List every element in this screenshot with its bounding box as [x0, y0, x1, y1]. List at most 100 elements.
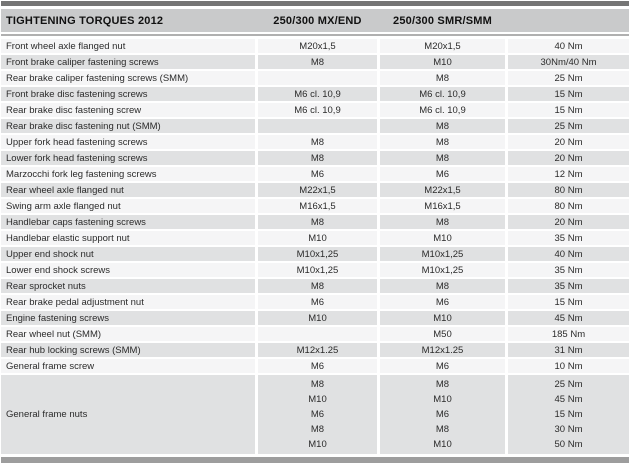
- row-label: Swing arm axle flanged nut: [1, 199, 255, 213]
- column-header-smr-smm: 250/300 SMR/SMM: [393, 14, 492, 27]
- row-value-smr-smm: M8: [380, 151, 505, 165]
- table-row: Rear brake disc fastening nut (SMM) M8 2…: [1, 119, 629, 133]
- row-value-smr-smm: M8: [380, 215, 505, 229]
- bottom-divider-bar: [1, 457, 629, 463]
- row-value-torque: 185 Nm: [508, 327, 629, 341]
- row-value-torque: 25 Nm: [508, 71, 629, 85]
- row-value-mx-end: M22x1,5: [258, 183, 377, 197]
- row-value-mx-end: M6: [258, 359, 377, 373]
- row-value-torque: 30Nm/40 Nm: [508, 55, 629, 69]
- row-value-mx-end: M10: [258, 311, 377, 325]
- row-value-torque: 15 Nm: [508, 295, 629, 309]
- group-line-value: 45 Nm: [554, 394, 583, 405]
- row-value-smr-smm: M50: [380, 327, 505, 341]
- group-line-value: M8: [310, 379, 325, 390]
- row-label: Rear brake pedal adjustment nut: [1, 295, 255, 309]
- row-value-smr-smm: M10: [380, 231, 505, 245]
- row-label: Rear hub locking screws (SMM): [1, 343, 255, 357]
- row-value-torque: 35 Nm: [508, 231, 629, 245]
- row-value-torque: 20 Nm: [508, 215, 629, 229]
- row-value-smr-smm: M8: [380, 71, 505, 85]
- row-value-smr-smm: M8: [380, 119, 505, 133]
- table-row: Lower fork head fastening screws M8 M8 2…: [1, 151, 629, 165]
- table-row: Rear wheel axle flanged nut M22x1,5 M22x…: [1, 183, 629, 197]
- group-line-value: M6: [310, 409, 325, 420]
- row-value-mx-end: M10x1,25: [258, 263, 377, 277]
- row-value-mx-end: M6 cl. 10,9: [258, 87, 377, 101]
- group-column-smr-smm: M8 M10 M6 M8 M10: [380, 375, 505, 454]
- row-value-smr-smm: M10: [380, 55, 505, 69]
- row-value-torque: 15 Nm: [508, 87, 629, 101]
- table-title: TIGHTENING TORQUES 2012: [6, 14, 164, 27]
- row-value-mx-end: M20x1,5: [258, 39, 377, 53]
- row-label: Handlebar caps fastening screws: [1, 215, 255, 229]
- table-row: Rear wheel nut (SMM) M50 185 Nm: [1, 327, 629, 341]
- table-row: Engine fastening screws M10 M10 45 Nm: [1, 311, 629, 325]
- row-value-torque: 40 Nm: [508, 247, 629, 261]
- general-frame-nuts-group: General frame nuts M8 M10 M6 M8 M10 M8 M10 M6 M…: [1, 375, 629, 454]
- row-value-torque: 35 Nm: [508, 279, 629, 293]
- row-label: Lower fork head fastening screws: [1, 151, 255, 165]
- row-value-mx-end: M6 cl. 10,9: [258, 103, 377, 117]
- row-label: Upper fork head fastening screws: [1, 135, 255, 149]
- group-line-value: M8: [435, 424, 450, 435]
- row-value-mx-end: [258, 119, 377, 133]
- group-column-torque: 25 Nm 45 Nm 15 Nm 30 Nm 50 Nm: [508, 375, 629, 454]
- table-row: Upper end shock nut M10x1,25 M10x1,25 40…: [1, 247, 629, 261]
- table-row: Front wheel axle flanged nut M20x1,5 M20…: [1, 39, 629, 53]
- row-value-smr-smm: M6 cl. 10,9: [380, 87, 505, 101]
- row-value-mx-end: M8: [258, 135, 377, 149]
- header-underline: [1, 34, 629, 36]
- table-row: Rear brake caliper fastening screws (SMM…: [1, 71, 629, 85]
- row-value-smr-smm: M10: [380, 311, 505, 325]
- table-row: Rear brake disc fastening screw M6 cl. 1…: [1, 103, 629, 117]
- row-label: Rear wheel axle flanged nut: [1, 183, 255, 197]
- row-value-smr-smm: M6 cl. 10,9: [380, 103, 505, 117]
- group-line-value: M8: [435, 379, 450, 390]
- group-line-value: M10: [308, 394, 327, 405]
- group-line-value: M10: [433, 439, 452, 450]
- row-value-torque: 15 Nm: [508, 103, 629, 117]
- row-label: General frame screw: [1, 359, 255, 373]
- row-value-torque: 80 Nm: [508, 199, 629, 213]
- table-row: Marzocchi fork leg fastening screws M6 M…: [1, 167, 629, 181]
- group-column-mx-end: M8 M10 M6 M8 M10: [258, 375, 377, 454]
- group-line-value: M10: [433, 394, 452, 405]
- row-label: Front wheel axle flanged nut: [1, 39, 255, 53]
- row-value-torque: 20 Nm: [508, 151, 629, 165]
- table-row: Swing arm axle flanged nut M16x1,5 M16x1…: [1, 199, 629, 213]
- row-value-torque: 12 Nm: [508, 167, 629, 181]
- row-value-smr-smm: M6: [380, 167, 505, 181]
- group-line-value: M8: [310, 424, 325, 435]
- table-row: Rear hub locking screws (SMM) M12x1.25 M…: [1, 343, 629, 357]
- column-header-mx-end: 250/300 MX/END: [273, 14, 362, 27]
- row-label: Marzocchi fork leg fastening screws: [1, 167, 255, 181]
- row-value-torque: 31 Nm: [508, 343, 629, 357]
- row-value-torque: 80 Nm: [508, 183, 629, 197]
- table-row: Front brake disc fastening screws M6 cl.…: [1, 87, 629, 101]
- row-label: Upper end shock nut: [1, 247, 255, 261]
- table-row: General frame screw M6 M6 10 Nm: [1, 359, 629, 373]
- row-label: Rear brake disc fastening screw: [1, 103, 255, 117]
- row-value-mx-end: M10x1,25: [258, 247, 377, 261]
- group-line-value: 50 Nm: [554, 439, 583, 450]
- row-value-mx-end: [258, 71, 377, 85]
- group-label: General frame nuts: [1, 375, 255, 454]
- table-row: Lower end shock screws M10x1,25 M10x1,25…: [1, 263, 629, 277]
- row-value-torque: 10 Nm: [508, 359, 629, 373]
- group-line-value: 25 Nm: [554, 379, 583, 390]
- group-line-value: 15 Nm: [554, 409, 583, 420]
- row-value-mx-end: M10: [258, 231, 377, 245]
- row-value-torque: 45 Nm: [508, 311, 629, 325]
- row-label: Rear brake disc fastening nut (SMM): [1, 119, 255, 133]
- table-row: Front brake caliper fastening screws M8 …: [1, 55, 629, 69]
- row-value-smr-smm: M10x1,25: [380, 263, 505, 277]
- row-value-mx-end: M16x1,5: [258, 199, 377, 213]
- row-value-mx-end: M8: [258, 151, 377, 165]
- row-value-smr-smm: M8: [380, 279, 505, 293]
- row-value-torque: 35 Nm: [508, 263, 629, 277]
- table-row: Rear brake pedal adjustment nut M6 M6 15…: [1, 295, 629, 309]
- row-value-smr-smm: M22x1,5: [380, 183, 505, 197]
- table-row: Handlebar elastic support nut M10 M10 35…: [1, 231, 629, 245]
